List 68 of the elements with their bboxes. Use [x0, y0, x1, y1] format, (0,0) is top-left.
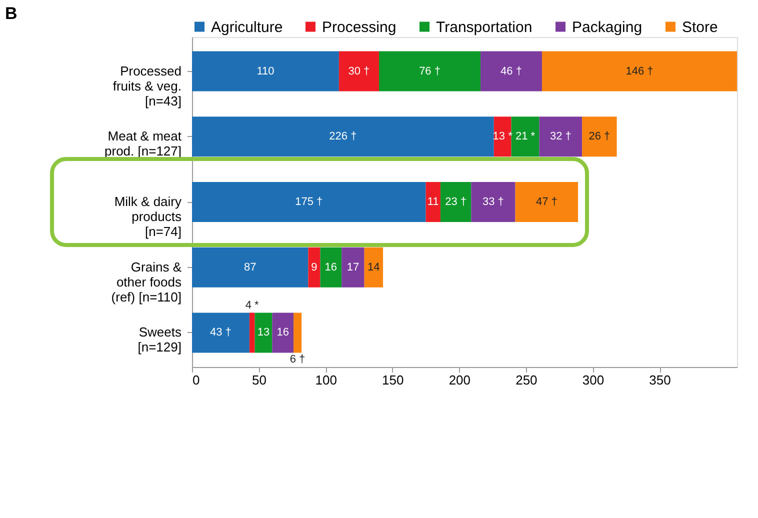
legend-label: Transportation	[436, 18, 532, 36]
bar	[539, 116, 582, 157]
bar	[192, 51, 339, 92]
data-label: 110	[256, 65, 274, 78]
x-tick-label: 300	[582, 372, 604, 388]
x-tick-label: 150	[382, 372, 404, 388]
y-tick-label: Sweets [n=129]	[138, 324, 182, 355]
bar	[582, 116, 617, 157]
data-label: 13	[257, 326, 270, 339]
data-label: 43 †	[210, 326, 232, 339]
bar	[249, 312, 255, 353]
data-label: 4 *	[245, 300, 260, 312]
data-label: 46 †	[500, 65, 522, 78]
bar	[379, 51, 481, 92]
data-label: 30 †	[348, 65, 370, 78]
data-label: 33 †	[482, 196, 504, 208]
y-tick-label: Meat & meat prod. [n=127]	[104, 128, 182, 159]
bar	[254, 312, 272, 353]
y-tick-label: Grains & other foods (ref) [n=110]	[111, 259, 182, 304]
data-label: 14	[368, 261, 380, 274]
text: B	[5, 4, 18, 23]
data-label: 47 †	[536, 196, 558, 208]
data-label: 175 †	[295, 196, 323, 208]
bar	[440, 182, 472, 222]
y-tick-label: Processed fruits & veg. [n=43]	[112, 63, 182, 108]
x-tick-label: 0	[192, 372, 200, 388]
data-label: 76 †	[419, 65, 440, 78]
bar	[338, 51, 380, 92]
x-tick-label: 350	[649, 372, 671, 388]
x-tick-label: 50	[252, 372, 267, 388]
bar	[542, 51, 737, 92]
data-label: 23 †	[445, 196, 467, 208]
data-label: 21 *	[515, 130, 536, 143]
bar	[494, 116, 512, 157]
x-tick-label: 200	[448, 372, 471, 388]
bar	[308, 247, 320, 288]
bar	[364, 247, 384, 288]
data-label: 9	[311, 261, 318, 274]
legend-label: Store	[682, 18, 718, 36]
bar	[192, 312, 250, 353]
bar	[511, 116, 540, 157]
data-label: 146 †	[626, 65, 654, 78]
data-label: 87	[244, 261, 256, 274]
bar	[342, 247, 364, 288]
data-label: 6 †	[290, 354, 306, 366]
bar	[192, 116, 494, 157]
bar	[515, 182, 578, 222]
bar	[426, 182, 440, 222]
data-label: 17	[346, 261, 360, 274]
legend-label: Processing	[322, 18, 396, 36]
data-label: 26 †	[588, 130, 610, 143]
bar	[320, 247, 342, 288]
bar	[192, 247, 308, 288]
bar	[480, 51, 542, 92]
x-tick-label: 100	[315, 372, 337, 388]
bar	[471, 182, 516, 222]
bar	[272, 312, 294, 353]
x-tick-label: 250	[516, 372, 538, 388]
data-label: 16	[276, 326, 289, 339]
bar	[192, 182, 426, 222]
data-label: 11	[427, 196, 439, 208]
legend-label: Packaging	[572, 18, 642, 36]
data-label: 226 †	[329, 130, 357, 143]
data-label: 16	[324, 261, 338, 274]
legend-label: Agriculture	[211, 18, 283, 36]
data-label: 32 †	[550, 130, 572, 143]
y-tick-label: Milk & dairy products [n=74]	[114, 194, 182, 239]
bar	[294, 312, 302, 353]
